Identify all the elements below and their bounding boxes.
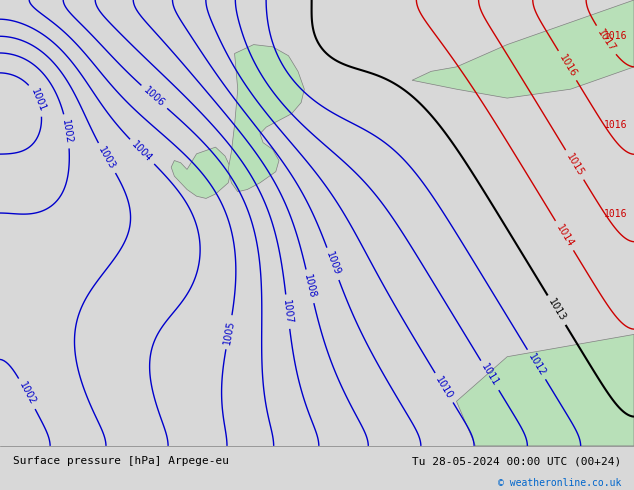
Text: 1016: 1016 xyxy=(557,52,578,79)
Text: 1001: 1001 xyxy=(29,87,47,113)
Text: 1004: 1004 xyxy=(130,140,154,164)
Text: 1017: 1017 xyxy=(595,27,617,53)
Text: 1003: 1003 xyxy=(96,145,117,171)
Polygon shape xyxy=(456,334,634,446)
Polygon shape xyxy=(412,0,634,98)
Text: 1002: 1002 xyxy=(60,118,74,144)
Polygon shape xyxy=(171,147,231,198)
Text: 1007: 1007 xyxy=(281,299,294,324)
Text: 1008: 1008 xyxy=(302,273,318,299)
Text: 1006: 1006 xyxy=(142,85,167,109)
Text: 1005: 1005 xyxy=(222,319,236,345)
Text: 1002: 1002 xyxy=(17,381,37,407)
Text: Tu 28-05-2024 00:00 UTC (00+24): Tu 28-05-2024 00:00 UTC (00+24) xyxy=(412,456,621,466)
Text: 1009: 1009 xyxy=(324,250,342,277)
Text: 1010: 1010 xyxy=(434,375,455,401)
Text: 1016: 1016 xyxy=(604,31,628,41)
Text: 1013: 1013 xyxy=(546,297,567,323)
Text: 1011: 1011 xyxy=(479,362,500,389)
Text: 1012: 1012 xyxy=(526,351,547,378)
Text: 1016: 1016 xyxy=(604,209,628,219)
Polygon shape xyxy=(228,45,304,192)
Text: Surface pressure [hPa] Arpege-eu: Surface pressure [hPa] Arpege-eu xyxy=(13,456,229,466)
Text: 1014: 1014 xyxy=(554,222,575,249)
Text: 1016: 1016 xyxy=(604,120,628,130)
Text: 1015: 1015 xyxy=(564,152,585,178)
Text: © weatheronline.co.uk: © weatheronline.co.uk xyxy=(498,478,621,489)
